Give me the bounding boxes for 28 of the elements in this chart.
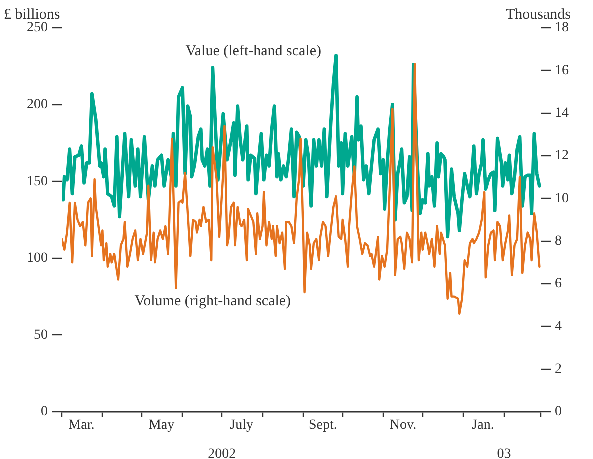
- y-axis-title: £ billions: [4, 6, 60, 23]
- y2-tick-label: 18: [555, 20, 569, 36]
- y2-tick-label: 4: [555, 319, 562, 334]
- series-label: Value (left-hand scale): [186, 44, 322, 60]
- y2-tick-label: 12: [555, 148, 569, 164]
- x-tick-label: May: [148, 418, 175, 434]
- y-tick-label: 250: [27, 20, 48, 36]
- x-tick-label: Nov.: [390, 418, 417, 434]
- x-tick-label: July: [230, 418, 254, 434]
- y-tick-label: 100: [27, 251, 48, 266]
- y-tick-label: 50: [34, 328, 48, 343]
- y2-tick-label: 6: [555, 276, 562, 292]
- x-tick-label: Sept.: [308, 418, 338, 434]
- y-tick-label: 0: [41, 404, 48, 420]
- x-tick-label: Mar.: [68, 418, 95, 434]
- y2-tick-label: 10: [555, 191, 569, 206]
- y-tick-label: 200: [27, 97, 48, 112]
- y2-tick-label: 2: [555, 362, 562, 378]
- series-label: Volume (right-hand scale): [134, 294, 292, 310]
- y2-tick-label: 8: [555, 234, 562, 250]
- x2-tick-label: 03: [497, 447, 512, 459]
- y2-tick-label: 16: [555, 63, 569, 78]
- y-tick-label: 150: [27, 174, 48, 190]
- x-tick-label: Jan.: [472, 418, 494, 434]
- y2-tick-label: 14: [555, 106, 569, 122]
- y2-tick-label: 0: [555, 404, 562, 420]
- y2-axis-title: Thousands: [506, 6, 572, 23]
- x2-tick-label: 2002: [208, 447, 236, 459]
